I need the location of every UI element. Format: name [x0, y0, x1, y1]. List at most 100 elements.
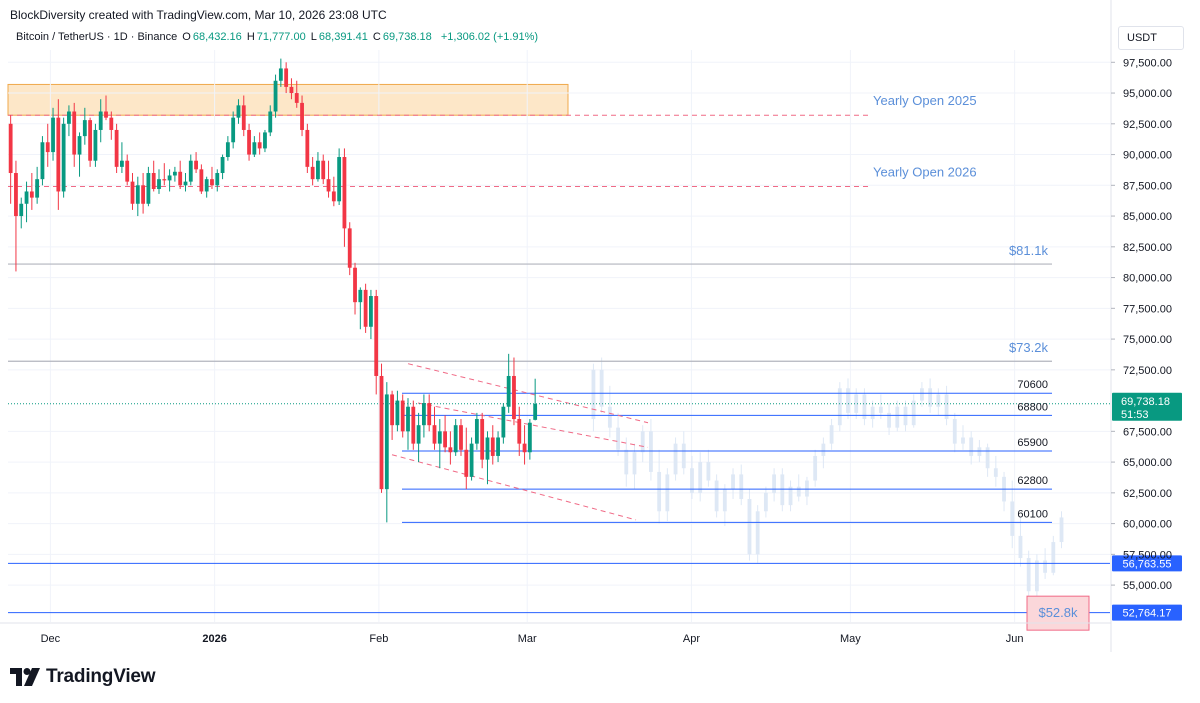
ghost-candle-body	[952, 419, 957, 444]
candle-body	[146, 173, 151, 204]
ghost-candlestick	[706, 449, 711, 487]
candlestick	[358, 287, 363, 330]
candle-body	[215, 173, 220, 186]
low-label: L	[310, 31, 317, 43]
level-label: $73.2k	[1009, 340, 1049, 355]
ghost-candlestick	[1034, 554, 1039, 598]
candle-body	[517, 419, 522, 444]
tradingview-logo-text: TradingView	[46, 666, 156, 687]
candle-body	[485, 437, 490, 460]
candlestick	[294, 80, 299, 108]
level-label: 60100	[1017, 508, 1048, 520]
ghost-candle-body	[657, 471, 662, 512]
change-value: +1,306.02 (+1.91%)	[440, 31, 539, 43]
ghost-candle-body	[870, 406, 875, 420]
candle-body	[61, 123, 66, 192]
candle-body	[490, 437, 495, 456]
ghost-candle-body	[821, 443, 826, 456]
candle-body	[268, 111, 273, 133]
candlestick	[527, 419, 532, 460]
ghost-candle-body	[985, 447, 990, 469]
candlestick	[464, 427, 469, 490]
candle-body	[326, 179, 331, 192]
ghost-candle-body	[649, 431, 653, 472]
candle-body	[241, 105, 246, 130]
candle-body	[496, 437, 500, 456]
candle-body	[135, 185, 140, 204]
candle-body	[14, 173, 18, 217]
candlestick	[14, 160, 18, 272]
ghost-candlestick	[1051, 535, 1056, 576]
candlestick	[533, 378, 538, 421]
candlestick	[374, 289, 379, 395]
candle-body	[432, 425, 437, 444]
candle-body	[379, 375, 384, 490]
candle-body	[406, 406, 410, 432]
ghost-candlestick	[829, 419, 834, 450]
ghost-candlestick	[911, 394, 916, 428]
candle-body	[35, 179, 40, 198]
ghost-candle-body	[944, 394, 949, 420]
candlestick	[199, 164, 204, 194]
candlestick	[369, 289, 373, 340]
ghost-candlestick	[763, 486, 768, 518]
price-axis-label: 72,500.00	[1123, 365, 1172, 377]
ghost-candle-body	[624, 449, 629, 475]
price-axis-label: 57,500.00	[1123, 549, 1172, 561]
candle-body	[98, 111, 103, 130]
symbol-legend: Bitcoin / TetherUS · 1D · Binance O 68,43…	[16, 31, 540, 43]
ghost-candle-body	[1010, 501, 1015, 536]
candlestick	[480, 412, 485, 469]
candlestick	[56, 99, 61, 210]
ghost-candlestick	[895, 400, 900, 432]
ghost-candlestick	[632, 443, 637, 490]
candlestick	[416, 412, 421, 463]
ghost-candlestick	[616, 412, 620, 456]
ghost-candlestick	[920, 382, 924, 407]
candlestick	[379, 363, 384, 493]
candlestick	[501, 403, 506, 444]
candle-body	[45, 142, 50, 153]
candlestick	[241, 95, 246, 137]
candle-body	[151, 173, 156, 190]
price-axis-label: 62,500.00	[1123, 488, 1172, 500]
ghost-candlestick	[591, 363, 596, 432]
ghost-candle-body	[862, 394, 867, 420]
candlestick	[40, 136, 45, 186]
ghost-candlestick	[969, 431, 974, 465]
ghost-candle-body	[755, 511, 760, 555]
ghost-candlestick	[788, 480, 793, 512]
tradingview-logo-icon	[10, 668, 40, 686]
ghost-candle-body	[640, 431, 645, 453]
candle-body	[353, 267, 357, 303]
ghost-candle-body	[698, 462, 703, 493]
candlestick	[93, 123, 98, 167]
candle-body	[512, 375, 516, 420]
candle-body	[188, 160, 193, 182]
candle-body	[220, 157, 225, 174]
ghost-candlestick	[936, 388, 941, 416]
ghost-candle-body	[928, 388, 933, 407]
currency-unit-button[interactable]: USDT	[1118, 26, 1184, 50]
candlestick	[474, 412, 479, 450]
time-axis-label: Feb	[369, 633, 388, 645]
candle-body	[437, 431, 442, 444]
ghost-candlestick	[837, 382, 842, 432]
candlestick	[188, 154, 193, 186]
ghost-candle-body	[977, 447, 982, 456]
ghost-candle-body	[788, 486, 793, 506]
candle-body	[88, 120, 93, 161]
candle-body	[374, 296, 379, 376]
price-axis-label: 87,500.00	[1123, 180, 1172, 192]
candlestick	[61, 117, 66, 198]
candlestick	[151, 160, 156, 192]
candlestick	[289, 78, 294, 100]
candlestick	[183, 173, 188, 192]
candle-body	[82, 120, 87, 137]
ghost-candlestick	[993, 455, 998, 487]
high-value: 71,777.00	[256, 31, 306, 43]
candle-body	[289, 86, 294, 94]
candle-body	[199, 169, 204, 192]
ghost-candlestick	[985, 443, 990, 477]
